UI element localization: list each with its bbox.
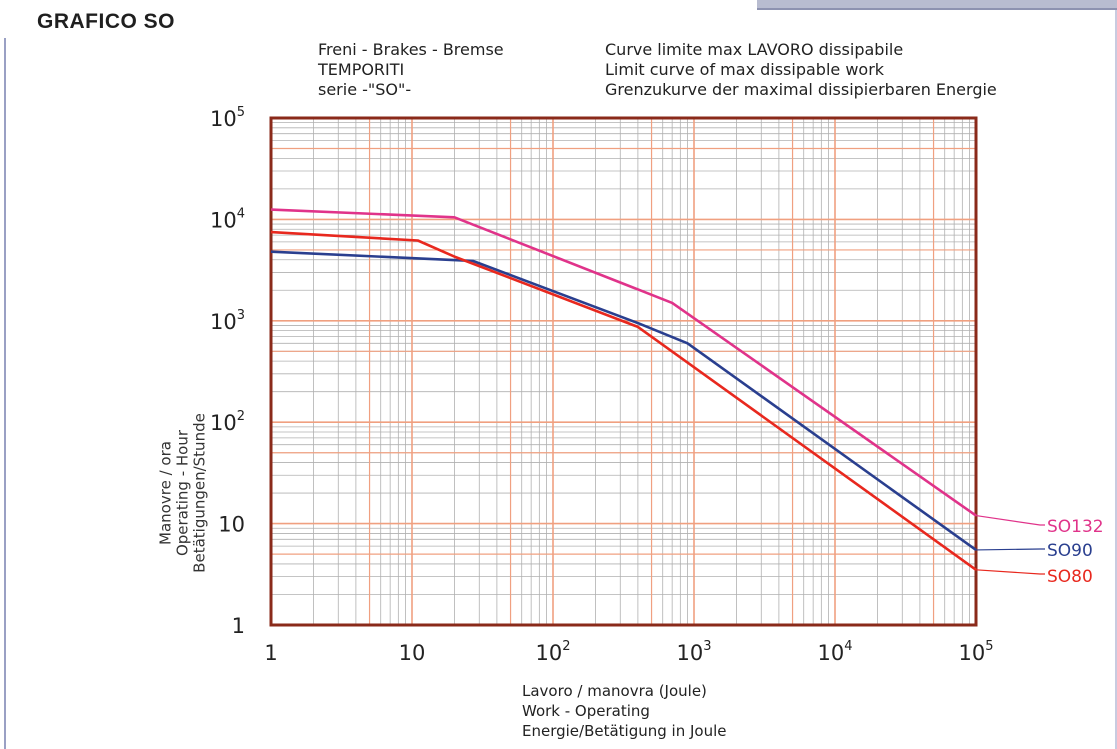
page-title: GRAFICO SO bbox=[37, 10, 176, 33]
page-border-right bbox=[1115, 10, 1117, 749]
x-tick-label: 104 bbox=[817, 639, 852, 665]
x-tick-label: 10 bbox=[399, 641, 426, 665]
leader-line bbox=[975, 514, 1045, 526]
x-axis-label-line: Energie/Betätigung in Joule bbox=[522, 722, 727, 740]
x-tick-labels: 1 10 102 103 104 105 bbox=[264, 639, 993, 665]
note-line: serie -"SO"- bbox=[318, 80, 412, 99]
y-tick-label: 103 bbox=[210, 308, 245, 334]
page-border-left bbox=[4, 38, 6, 749]
series-label: SO80 bbox=[1047, 567, 1093, 587]
chart-description-note: Curve limite max LAVORO dissipabile Limi… bbox=[605, 40, 997, 100]
leader-line bbox=[975, 548, 1045, 551]
series-line-so80 bbox=[270, 230, 977, 571]
series-labels: SO132 SO90 SO80 bbox=[1047, 517, 1104, 587]
series-label: SO132 bbox=[1047, 517, 1104, 537]
note-line: Curve limite max LAVORO dissipabile bbox=[605, 40, 904, 59]
series-line-so90 bbox=[270, 250, 977, 551]
y-tick-labels: 1 10 102 103 104 105 bbox=[210, 105, 245, 638]
note-line: Limit curve of max dissipable work bbox=[605, 60, 885, 79]
minor-gridlines bbox=[271, 118, 976, 625]
x-axis-label-line: Lavoro / manovra (Joule) bbox=[522, 682, 707, 700]
plot-frame bbox=[269, 116, 978, 627]
major-gridlines bbox=[270, 117, 977, 626]
x-tick-label: 102 bbox=[535, 639, 570, 665]
page-border-top bbox=[757, 0, 1117, 10]
x-tick-label: 105 bbox=[958, 639, 993, 665]
y-tick-label: 1 bbox=[232, 614, 245, 638]
x-axis-label-line: Work - Operating bbox=[522, 702, 650, 720]
series-lines bbox=[270, 208, 977, 571]
x-tick-label: 1 bbox=[264, 641, 277, 665]
note-line: TEMPORITI bbox=[318, 60, 405, 79]
series-line-so132 bbox=[270, 208, 977, 517]
note-line: Grenzukurve der maximal dissipierbaren E… bbox=[605, 80, 997, 99]
note-line: Freni - Brakes - Bremse bbox=[318, 40, 504, 59]
y-tick-label: 102 bbox=[210, 409, 245, 435]
x-axis-label: Lavoro / manovra (Joule) Work - Operatin… bbox=[522, 681, 727, 741]
brake-series-note: Freni - Brakes - Bremse TEMPORITI serie … bbox=[318, 40, 504, 100]
y-tick-label: 105 bbox=[210, 105, 245, 131]
leader-line bbox=[975, 569, 1045, 575]
x-tick-label: 103 bbox=[676, 639, 711, 665]
y-tick-label: 10 bbox=[218, 513, 245, 537]
y-tick-label: 104 bbox=[210, 206, 245, 232]
series-label: SO90 bbox=[1047, 541, 1093, 561]
series-label-leaders bbox=[975, 514, 1045, 575]
